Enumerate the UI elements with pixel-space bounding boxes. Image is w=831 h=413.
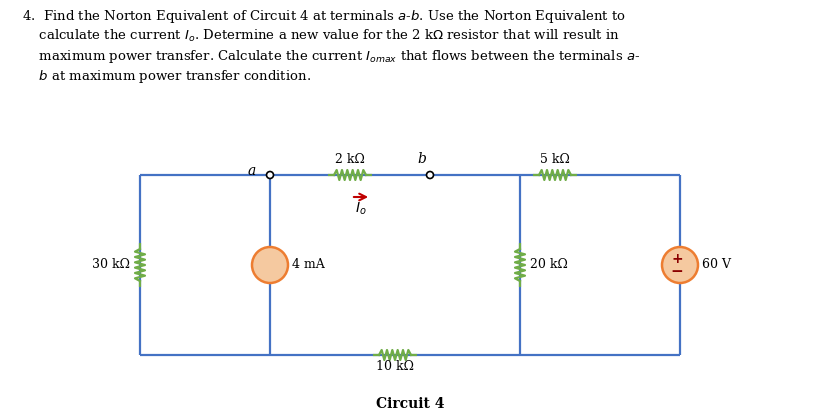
Text: a: a	[248, 164, 256, 178]
Text: $\mathit{b}$ at maximum power transfer condition.: $\mathit{b}$ at maximum power transfer c…	[22, 68, 311, 85]
Text: 30 kΩ: 30 kΩ	[92, 259, 130, 271]
Circle shape	[267, 171, 273, 178]
Text: b: b	[417, 152, 426, 166]
Text: 4.  Find the Norton Equivalent of Circuit 4 at terminals $\mathit{a}$-$\mathit{b: 4. Find the Norton Equivalent of Circuit…	[22, 8, 626, 25]
Text: Circuit 4: Circuit 4	[376, 397, 445, 411]
Circle shape	[426, 171, 434, 178]
Text: 10 kΩ: 10 kΩ	[376, 360, 414, 373]
Circle shape	[252, 247, 288, 283]
Text: 20 kΩ: 20 kΩ	[530, 259, 568, 271]
Text: 4 mA: 4 mA	[292, 259, 325, 271]
Text: 5 kΩ: 5 kΩ	[540, 153, 570, 166]
Text: calculate the current $I_o$. Determine a new value for the 2 k$\Omega$ resistor : calculate the current $I_o$. Determine a…	[22, 28, 620, 44]
Circle shape	[662, 247, 698, 283]
Text: 60 V: 60 V	[702, 259, 731, 271]
Text: maximum power transfer. Calculate the current $I_\mathit{omax}$ that flows betwe: maximum power transfer. Calculate the cu…	[22, 48, 640, 65]
Text: 2 kΩ: 2 kΩ	[335, 153, 365, 166]
Text: $I_o$: $I_o$	[355, 201, 366, 217]
Text: +: +	[671, 252, 683, 266]
Text: −: −	[671, 264, 683, 280]
